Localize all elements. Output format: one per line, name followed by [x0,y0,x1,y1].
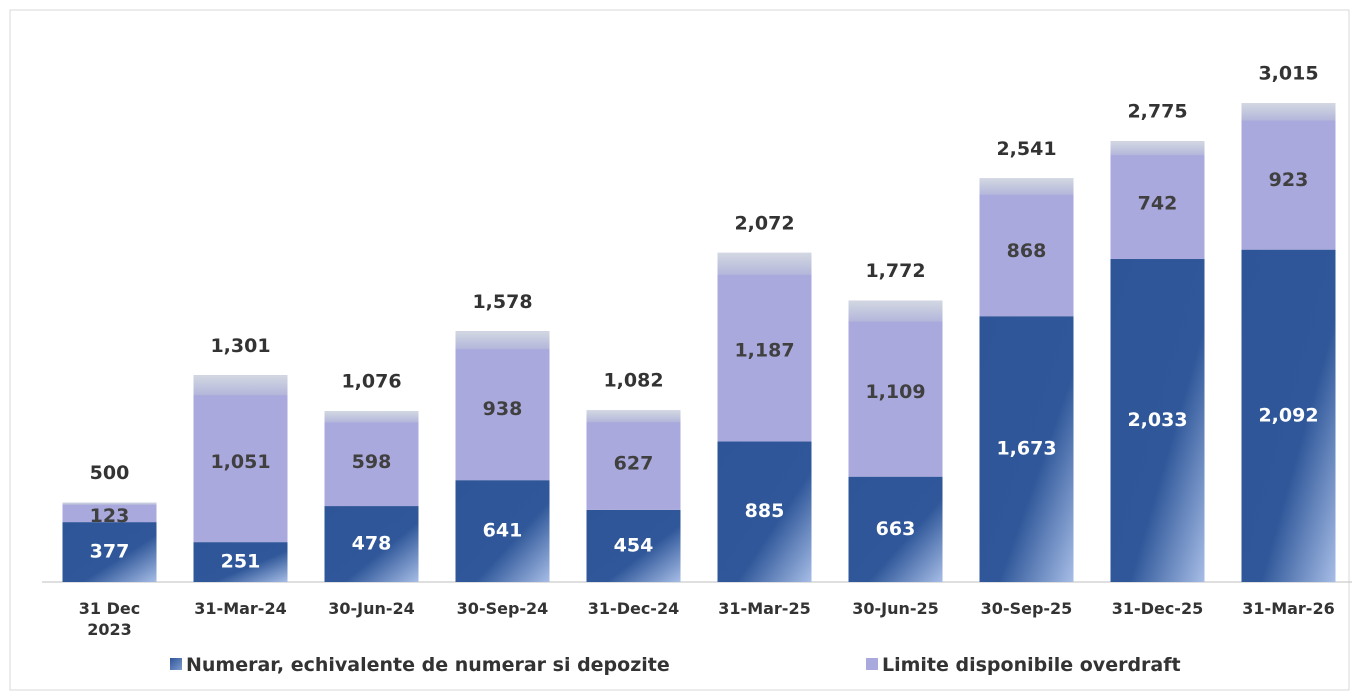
total-label: 2,775 [1127,101,1187,123]
bar-cap [455,331,550,350]
value-label: 938 [483,398,523,420]
bar-cap [586,410,681,423]
legend-label: Limite disponibile overdraft [882,654,1181,676]
bar-segment [586,509,681,582]
value-label: 377 [90,541,130,563]
bar-segment [1241,249,1336,582]
total-label: 1,076 [341,371,401,393]
value-label: 1,187 [734,340,794,362]
bar-cap [1241,103,1336,121]
total-label: 1,772 [865,260,925,282]
bar-segment [979,316,1074,582]
x-tick-label: 31-Mar-24 [194,599,287,618]
bar-cap [848,300,943,322]
value-label: 1,051 [210,451,270,473]
value-label: 1,109 [865,381,925,403]
bar-segment [717,252,812,442]
value-label: 251 [221,551,261,573]
total-label: 500 [90,462,130,484]
total-label: 2,541 [996,138,1056,160]
value-label: 123 [90,505,130,527]
chart-border [9,9,1350,691]
value-label: 454 [614,534,654,556]
value-label: 598 [352,451,392,473]
bar-segment [324,411,419,507]
legend-item: Limite disponibile overdraft [866,654,1181,676]
bar-segment [62,502,157,523]
legend-item: Numerar, echivalente de numerar si depoz… [170,654,670,676]
value-label: 627 [614,453,654,475]
bar-cap [717,252,812,275]
value-label: 1,673 [996,438,1056,460]
bar-segment [848,300,943,477]
bar-segment [979,178,1074,317]
value-label: 663 [876,518,916,540]
legend-label: Numerar, echivalente de numerar si depoz… [186,654,670,676]
bar-segment [193,375,288,543]
x-tick-label: 31-Mar-25 [718,599,811,618]
bar-segment [1110,141,1205,260]
bar-segment [848,476,943,582]
total-label: 1,082 [603,370,663,392]
value-label: 885 [745,500,785,522]
value-label: 923 [1269,169,1309,191]
x-tick-label: 30-Sep-24 [456,599,549,618]
value-label: 641 [483,520,523,542]
bar-cap [193,375,288,396]
bar-segment [586,410,681,510]
total-label: 2,072 [734,212,794,234]
bar-cap [62,502,157,505]
value-label: 742 [1138,193,1178,215]
total-label: 3,015 [1258,63,1318,85]
bar-cap [979,178,1074,195]
bar-segment [324,506,419,582]
bar-segment [193,542,288,582]
x-tick-label: 31-Mar-26 [1242,599,1335,618]
x-tick-label: 30-Jun-24 [328,599,415,618]
x-tick-label: 31-Dec-25 [1111,599,1204,618]
value-label: 2,033 [1127,409,1187,431]
bar-segment [1110,259,1205,582]
bar-segment [717,441,812,582]
total-label: 1,578 [472,291,532,313]
bar-segment [455,331,550,481]
bar-cap [1110,141,1205,156]
bar-segment [1241,103,1336,250]
value-label: 868 [1007,240,1047,262]
bar-segment [455,480,550,582]
legend-swatch [170,658,182,670]
value-label: 2,092 [1258,404,1318,426]
x-tick-label: 31 Dec 2023 [78,599,141,639]
x-tick-label: 30-Jun-25 [852,599,939,618]
x-tick-label: 30-Sep-25 [980,599,1073,618]
x-tick-label: 31-Dec-24 [587,599,680,618]
total-label: 1,301 [210,335,270,357]
bar-cap [324,411,419,423]
value-label: 478 [352,533,392,555]
legend-swatch [866,658,878,670]
bar-segment [62,522,157,582]
